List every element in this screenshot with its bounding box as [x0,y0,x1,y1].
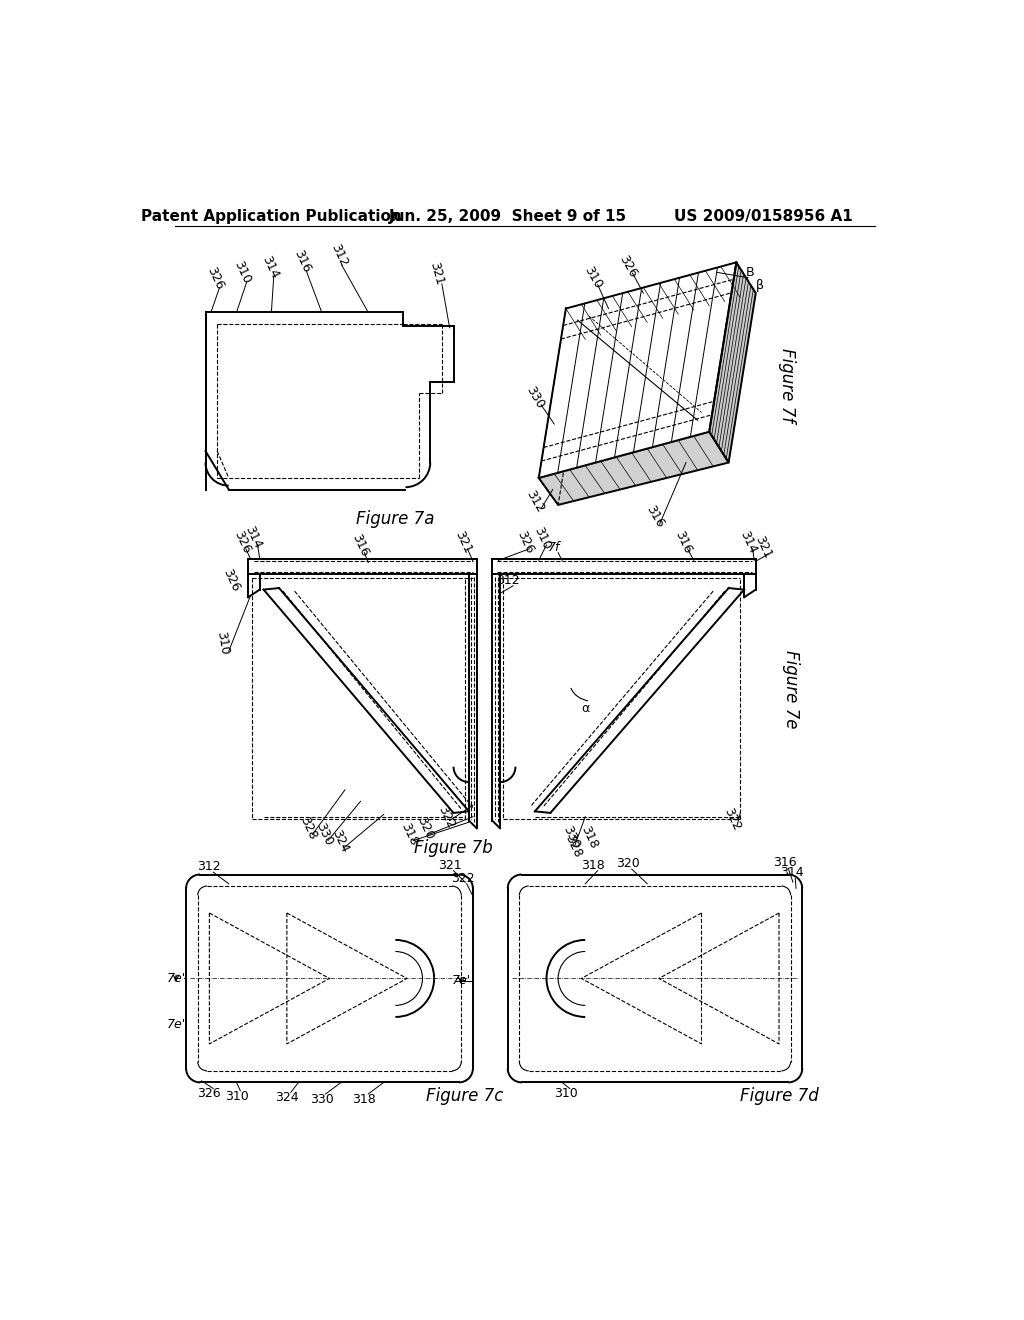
Text: 326: 326 [205,264,226,292]
Text: 330: 330 [313,821,335,847]
Text: 328: 328 [562,833,584,859]
Text: Figure 7c: Figure 7c [426,1088,504,1105]
Text: 321: 321 [438,859,462,871]
Text: 320: 320 [616,857,640,870]
Text: 321: 321 [753,533,774,561]
Text: 328: 328 [298,814,319,842]
Text: 316: 316 [773,857,797,870]
Text: 326: 326 [198,1088,221,1101]
Text: 310: 310 [582,264,604,292]
Text: 330: 330 [560,824,583,851]
Text: 310: 310 [224,1090,249,1102]
Text: Figure 7b: Figure 7b [414,838,493,857]
Text: 7e': 7e' [167,1018,185,1031]
Text: Figure 7f: Figure 7f [778,348,796,422]
Text: 322: 322 [451,871,474,884]
Text: 312: 312 [496,574,519,587]
Text: α: α [582,702,590,715]
Text: 318: 318 [352,1093,376,1106]
Text: 326: 326 [231,528,253,556]
Text: 316: 316 [643,503,667,529]
Text: B: B [746,265,755,279]
Text: 316: 316 [292,247,313,275]
Text: 330: 330 [310,1093,334,1106]
Text: 326: 326 [514,528,536,556]
Text: 312: 312 [329,242,350,269]
Text: Figure 7a: Figure 7a [356,510,434,528]
Text: Patent Application Publication: Patent Application Publication [141,209,401,223]
Text: 316: 316 [673,528,694,556]
Text: 318: 318 [579,824,600,851]
Text: US 2009/0158956 A1: US 2009/0158956 A1 [674,209,853,223]
Text: 312: 312 [198,861,221,874]
Text: 322: 322 [722,805,743,833]
Text: Figure 7e: Figure 7e [781,651,800,729]
Polygon shape [710,263,756,462]
Text: 316: 316 [349,532,372,560]
Text: 326: 326 [616,252,639,280]
Text: 7f: 7f [548,541,560,554]
Text: 312: 312 [523,487,547,515]
Text: 310: 310 [531,524,554,552]
Text: 318: 318 [398,821,420,847]
Text: 314: 314 [779,866,803,879]
Text: 321: 321 [452,528,474,556]
Text: 324: 324 [330,828,351,855]
Text: 321: 321 [427,261,445,286]
Text: 314: 314 [737,528,759,556]
Text: 7e': 7e' [452,974,471,987]
Text: 310: 310 [214,631,231,656]
Text: 330: 330 [523,384,547,411]
Text: 310: 310 [231,259,254,286]
Text: 314: 314 [243,524,264,550]
Text: Figure 7d: Figure 7d [739,1088,818,1105]
Text: 7e': 7e' [167,972,185,985]
Text: 318: 318 [582,859,605,871]
Polygon shape [539,432,729,506]
Text: Jun. 25, 2009  Sheet 9 of 15: Jun. 25, 2009 Sheet 9 of 15 [389,209,627,223]
Text: 322: 322 [435,804,457,830]
Text: β: β [756,279,764,292]
Text: 324: 324 [275,1092,299,1105]
Text: 314: 314 [259,253,281,280]
Polygon shape [539,263,736,478]
Text: 310: 310 [554,1088,578,1101]
Text: 320: 320 [414,814,436,842]
Text: 326: 326 [220,566,242,594]
